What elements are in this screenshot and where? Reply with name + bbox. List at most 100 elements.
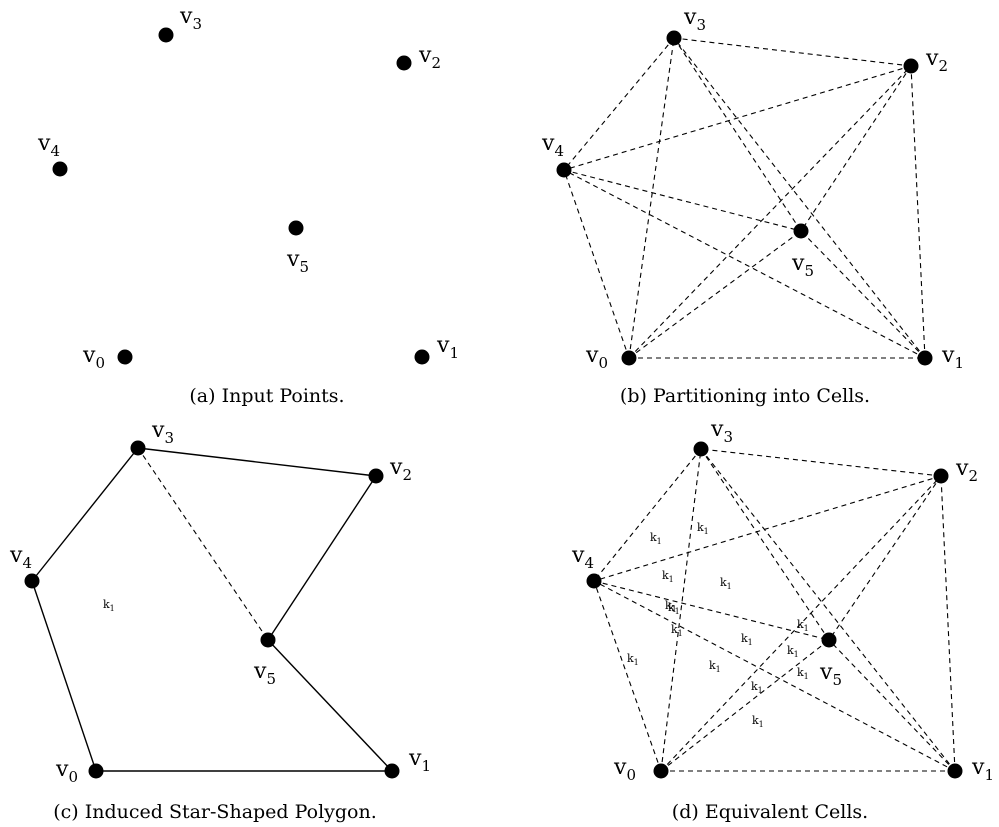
dashed-edge-v2-v4 [563,65,912,171]
dashed-edge-v0-v2 [628,65,912,359]
vertex-label-v1: v1 [436,333,459,362]
vertex-label-v2: v2 [389,455,412,484]
vertex-label-v5: v5 [819,660,842,689]
dashed-edge-v0-v4 [593,580,662,772]
dashed-edge-v1-v4 [563,169,926,359]
cell-label-k1: k1 [662,569,674,584]
dashed-edge-v1-v4 [593,580,956,772]
dashed-edge-v0-v5 [628,230,802,359]
dashed-edge-v2-v3 [673,37,912,67]
vertex-label-v1: v1 [941,343,964,372]
vertex-v5 [288,220,304,236]
solid-edge-v4-v0 [31,580,97,772]
vertex-label-v0: v0 [585,343,608,372]
vertex-v1 [917,350,933,366]
vertex-v5 [821,632,837,648]
solid-edge-v5-v2 [267,475,377,641]
cell-label-k1: k1 [697,521,709,536]
vertex-v3 [158,27,174,43]
vertex-label-v3: v3 [683,5,706,34]
vertex-label-v2: v2 [418,43,441,72]
cell-label-k1: k1 [103,598,115,613]
cell-label-k1: k1 [752,714,764,729]
vertex-label-v5: v5 [791,251,814,280]
vertex-label-v4: v4 [571,543,594,572]
edges [31,447,393,772]
dashed-edge-v3-v4 [593,448,702,582]
dashed-edge-v2-v5 [800,65,912,232]
caption-partitioning: (b) Partitioning into Cells. [620,385,870,407]
cell-label-k1: k1 [627,652,639,667]
vertex-label-v2: v2 [925,46,948,75]
vertex-v3 [666,30,682,46]
cell-label-k1: k1 [720,576,732,591]
vertex-label-v0: v0 [613,755,636,784]
dashed-edge-v2-v5 [828,475,942,641]
vertex-v5 [260,632,276,648]
vertex-label-v4: v4 [9,543,32,572]
cell-label-k1: k1 [668,601,680,616]
caption-input-points: (a) Input Points. [189,385,344,407]
vertex-v4 [556,162,572,178]
dashed-edge-v0-v5 [660,639,830,772]
vertex-v1 [384,763,400,779]
vertex-v3 [130,440,146,456]
dashed-edge-v4-v5 [593,580,830,641]
cell-label-k1: k1 [787,644,799,659]
dashed-edge-v2-v3 [700,448,942,477]
dashed-edge-v2-v4 [593,475,942,582]
dashed-edge-v1-v5 [828,639,956,772]
caption-equivalent-cells: (d) Equivalent Cells. [672,801,868,823]
dashed-edge-v1-v3 [673,37,926,359]
dashed-edge-v3-v4 [563,37,675,171]
vertex-label-v1: v1 [971,755,994,784]
vertex-label-v0: v0 [82,343,105,372]
vertex-v1 [414,349,430,365]
vertex-label-v3: v3 [151,418,174,447]
vertex-label-v3: v3 [710,417,733,446]
vertex-v2 [368,468,384,484]
dashed-edge-v0-v3 [660,448,702,772]
vertex-v0 [653,763,669,779]
dashed-edge-v0-v2 [660,475,942,772]
panel-input-points: (a) Input Points. v0 v1 v2 v3 v4 v5 [37,4,459,407]
cell-label-k1: k1 [671,623,683,638]
vertex-v0 [117,349,133,365]
solid-edge-v3-v4 [31,447,139,582]
vertex-v2 [933,468,949,484]
dashed-edge-v1-v5 [800,230,926,359]
vertex-v3 [693,441,709,457]
cell-label-k1: k1 [665,599,677,614]
cell-label-k1: k1 [797,618,809,633]
cell-label-k1: k1 [709,659,721,674]
vertex-label-v1: v1 [408,746,431,775]
dashed-edge-v1-v2 [910,65,926,359]
solid-edge-v1-v5 [267,639,393,772]
panel-equivalent-cells: (d) Equivalent Cells. k1 k1 k1 k1 k1 k1 k1 k1 k1… [571,417,994,823]
cell-label-k1: k1 [797,666,809,681]
dashed-edge-v0-v3 [628,37,675,359]
vertex-label-v5: v5 [286,247,309,276]
vertex-v0 [621,350,637,366]
vertex-v2 [396,55,412,71]
solid-edge-v2-v3 [137,447,377,477]
caption-star-polygon: (c) Induced Star-Shaped Polygon. [53,801,377,823]
dashed-edge-v3-v5 [700,448,830,641]
vertex-v4 [586,573,602,589]
dashed-edge-v3-v5 [137,447,269,641]
vertex-label-v3: v3 [179,4,202,33]
dashed-edge-v3-v5 [673,37,802,232]
panel-star-polygon: (c) Induced Star-Shaped Polygon. k1 v0 v1 v… [9,418,431,823]
vertex-label-v5: v5 [253,659,276,688]
cell-label-k1: k1 [751,680,763,695]
dashed-edge-v4-v5 [563,169,802,232]
vertex-label-v0: v0 [55,757,78,786]
edges [563,37,926,359]
dashed-edge-v0-v4 [563,169,630,359]
dashed-edge-v1-v3 [700,448,956,772]
cell-label-k1: k1 [650,531,662,546]
vertex-v4 [52,161,68,177]
panel-partitioning: (b) Partitioning into Cells. v0 v1 v2 v3 v4 v… [541,5,964,407]
vertex-label-v4: v4 [37,131,60,160]
